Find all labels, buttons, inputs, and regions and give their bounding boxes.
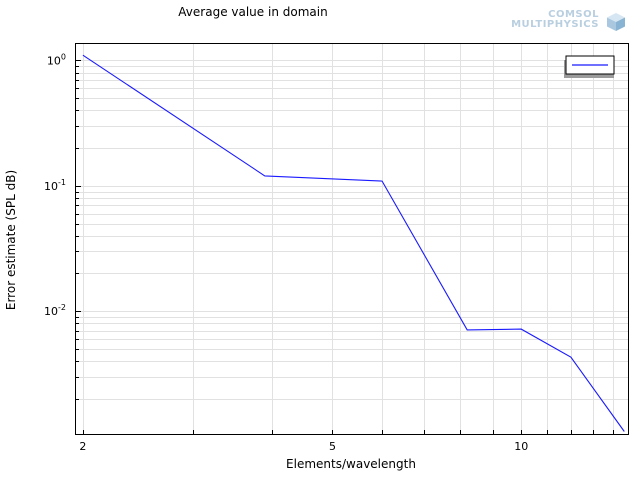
plot-frame <box>76 44 629 435</box>
grid-layer <box>76 44 628 434</box>
x-tick-label: 5 <box>329 440 336 453</box>
y-tick-label: 10-1 <box>44 178 66 193</box>
chart-title: Average value in domain <box>178 5 327 19</box>
y-tick-label: 100 <box>47 52 66 67</box>
comsol-watermark: COMSOL MULTIPHYSICS <box>505 10 623 36</box>
y-axis-label: Error estimate (SPL dB) <box>4 170 18 310</box>
x-tick-label: 10 <box>514 440 528 453</box>
legend <box>564 56 614 78</box>
comsol-cube-icon <box>606 12 626 32</box>
y-tick-label: 10-2 <box>44 303 66 318</box>
x-axis-label: Elements/wavelength <box>286 457 416 471</box>
series-line <box>83 55 624 431</box>
x-tick-label: 2 <box>79 440 86 453</box>
tick-layer: 2 5 10 100 10-1 10-2 <box>44 52 613 453</box>
series-layer <box>83 55 625 432</box>
